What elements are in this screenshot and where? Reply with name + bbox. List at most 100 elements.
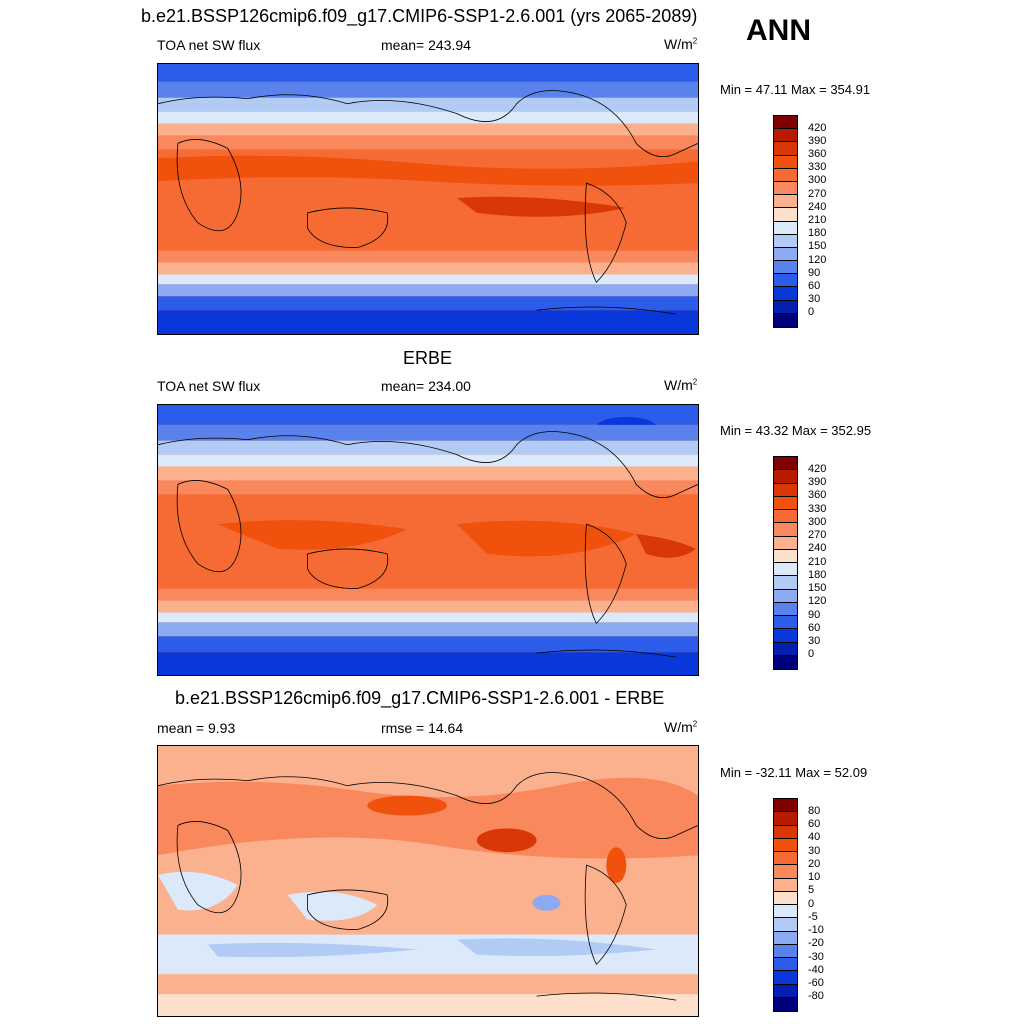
colorbar-swatch [774,589,797,603]
colorbar-tick-label: 150 [808,582,827,594]
colorbar-tick-label: 0 [808,648,815,661]
colorbar-tick-label: 90 [808,266,821,279]
colorbar-swatch [774,457,797,471]
colorbar-swatch [774,931,797,945]
colorbar-swatch [774,825,797,839]
colorbar-tick-label: -80 [808,990,824,1003]
colorbar-tick-label: 420 [808,462,827,475]
colorbar-tick-label: 390 [808,476,827,488]
panel3-mean-label: mean = 9.93 [157,720,236,736]
colorbar-swatch [774,155,797,169]
colorbar-tick-label: 120 [808,595,827,608]
colorbar-tick-label: 60 [808,279,821,292]
panel3-map-field [158,746,698,1016]
colorbar-tick-label: 240 [808,542,827,555]
colorbar-swatch [774,602,797,616]
colorbar-swatch [774,984,797,998]
season-label: ANN [746,14,811,47]
colorbar-tick-label: 30 [808,293,821,306]
colorbar-tick-label: -60 [808,977,824,989]
colorbar-swatch [774,576,797,590]
colorbar-tick-label: 5 [808,884,815,897]
colorbar-swatch [774,616,797,630]
colorbar-swatch [774,944,797,958]
colorbar-swatch [774,287,797,301]
colorbar-swatch [774,523,797,537]
colorbar-tick-label: 150 [808,240,827,253]
colorbar-swatch [774,918,797,932]
panel1-units: W/m2 [664,36,698,52]
panel3-map [157,745,699,1017]
panel1-minmax: Min = 47.11 Max = 354.91 [720,82,871,97]
colorbar-swatch [774,181,797,196]
panel1-map [157,63,699,335]
colorbar-tick-label: -5 [808,910,818,923]
panel3-units: W/m2 [664,719,698,735]
colorbar-swatch [774,812,797,826]
colorbar-swatch [774,878,797,892]
panel3-minmax: Min = -32.11 Max = 52.09 [720,765,868,780]
colorbar-swatch [774,958,797,972]
colorbar-tick-label: 0 [808,306,815,319]
panel2-mean-label: mean= 234.00 [381,378,471,394]
colorbar-tick-label: 0 [808,897,815,910]
colorbar-swatch [774,195,797,209]
colorbar-swatch [774,313,797,327]
colorbar-tick-label: 360 [808,489,827,502]
colorbar-swatch [774,234,797,248]
panel2-map [157,404,699,676]
colorbar-swatch [774,536,797,550]
colorbar-tick-label: 240 [808,200,827,213]
colorbar-tick-label: 270 [808,529,827,541]
colorbar-tick-label: 330 [808,502,827,515]
colorbar-swatch [774,142,797,156]
panel2-title: ERBE [403,348,453,368]
colorbar-swatch [774,642,797,656]
colorbar-tick-label: 60 [808,621,821,634]
panel2-colorbar [773,456,798,670]
colorbar-swatch [774,261,797,275]
colorbar-tick-label: 180 [808,227,827,240]
colorbar-swatch [774,247,797,262]
colorbar-tick-label: 210 [808,214,827,226]
colorbar-swatch [774,470,797,484]
colorbar-swatch [774,510,797,524]
colorbar-tick-label: 330 [808,161,827,174]
colorbar-swatch [774,116,797,130]
panel2-map-field [158,405,698,675]
colorbar-swatch [774,905,797,919]
colorbar-tick-label: -10 [808,924,824,936]
colorbar-tick-label: 300 [808,174,827,187]
colorbar-tick-label: 180 [808,568,827,581]
colorbar-swatch [774,549,797,563]
colorbar-tick-label: -20 [808,937,824,950]
panel1-mean-label: mean= 243.94 [381,37,471,53]
colorbar-swatch [774,129,797,143]
panel1-colorbar [773,115,798,328]
colorbar-tick-label: 270 [808,187,827,200]
colorbar-swatch [774,799,797,813]
colorbar-swatch [774,300,797,314]
panel1-field-label: TOA net SW flux [157,37,261,53]
colorbar-tick-label: 30 [808,635,821,647]
colorbar-swatch [774,483,797,497]
colorbar-swatch [774,997,797,1011]
colorbar-swatch [774,168,797,182]
colorbar-swatch [774,852,797,866]
colorbar-tick-label: 210 [808,555,827,568]
colorbar-tick-label: 300 [808,515,827,528]
panel2-units: W/m2 [664,377,698,393]
panel1-map-field [158,64,698,334]
panel2-minmax: Min = 43.32 Max = 352.95 [720,423,872,438]
panel3-title: b.e21.BSSP126cmip6.f09_g17.CMIP6-SSP1-2.… [175,688,665,708]
colorbar-tick-label: 10 [808,871,821,883]
colorbar-swatch [774,208,797,222]
colorbar-tick-label: 20 [808,857,821,870]
panel3-colorbar [773,798,798,1012]
colorbar-tick-label: 420 [808,121,827,134]
colorbar-tick-label: 120 [808,253,827,266]
colorbar-swatch [774,629,797,643]
colorbar-tick-label: 30 [808,844,821,857]
colorbar-swatch [774,274,797,288]
colorbar-swatch [774,563,797,577]
